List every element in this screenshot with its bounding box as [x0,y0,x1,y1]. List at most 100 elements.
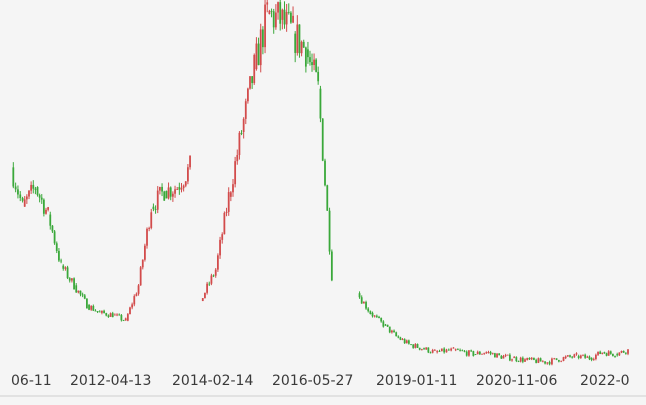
candle-body [569,355,571,357]
candle-body [321,118,324,161]
x-tick-label: 06-11 [11,373,52,389]
candle-body [240,132,243,134]
candle-body [447,349,450,351]
candle-body [533,357,535,360]
candle-body [247,88,249,102]
candle-body [103,310,105,314]
candle-body [77,290,80,293]
candle-body [229,192,232,197]
candle-body [90,305,93,310]
candle-body [586,356,589,358]
candle-body [40,197,43,200]
candle-body [182,185,185,189]
x-axis-tick-labels: 06-11 2012-04-13 2014-02-14 2016-05-27 2019-… [11,373,630,389]
candle-body [410,344,412,346]
candle-body [294,33,297,53]
candle-body [566,355,569,357]
candle-body [219,239,221,256]
candle-body [465,351,468,356]
candle-body [607,351,610,356]
candle-body [577,356,580,358]
candle-body [154,209,157,210]
candle-body [12,167,15,187]
candle-body [223,212,226,235]
candle-body [461,350,464,352]
candle-body [285,11,288,25]
candle-body [152,206,155,210]
candle-body [216,255,219,270]
candle-body [47,207,50,210]
candle-body [595,354,597,359]
candle-body [281,9,284,20]
candle-body [317,71,320,82]
candle-body [537,358,540,363]
candle-body [472,351,475,356]
candle-body [206,283,208,293]
candle-body [38,195,41,198]
candle-body [58,250,60,261]
candle-body [500,356,503,359]
candle-body [418,347,421,350]
candle-body [519,357,522,362]
candle-body [304,47,307,67]
candle-body [236,155,239,162]
price-candles [12,0,629,366]
candle-body [184,181,187,186]
candle-body [159,186,161,191]
candle-body [373,315,376,317]
candle-body [21,197,24,201]
candle-body [234,161,237,185]
candle-body [429,352,432,354]
candle-body [504,355,507,357]
candle-body [144,245,146,260]
candle-body [139,267,142,286]
candle-body [575,353,578,355]
candle-body [468,350,470,356]
candle-body [393,330,395,333]
candle-body [423,348,425,350]
candle-body [401,339,404,340]
candle-body [189,155,191,168]
candle-body [450,348,453,351]
candle-body [79,290,82,295]
candle-body [539,358,542,362]
candle-body [118,314,121,316]
candle-body [137,285,140,294]
candle-body [120,315,123,321]
candle-body [210,275,213,284]
candle-body [454,349,457,351]
candle-body [521,357,524,362]
candle-body [412,344,415,348]
x-tick-label: 2012-04-13 [70,373,151,389]
candle-body [362,301,365,304]
candle-body [476,351,479,355]
candle-body [225,211,228,213]
candle-body [165,190,168,199]
candle-body [315,59,318,72]
candle-body [311,62,313,66]
candle-body [508,354,511,361]
candle-body [171,193,174,197]
candle-body [107,315,110,317]
candle-body [582,354,584,356]
candle-body [249,76,251,89]
candle-body [360,297,363,304]
candle-body [255,43,258,70]
candle-body [14,186,17,190]
candle-body [403,339,406,344]
candle-body [30,184,33,191]
candle-body [238,132,241,156]
candle-body [614,355,616,357]
candle-body [474,354,477,355]
candle-body [571,356,574,358]
candle-body [395,332,398,337]
candle-body [609,351,612,354]
candle-body [463,350,466,352]
candle-body [330,251,333,281]
candle-body [64,267,67,269]
candle-body [302,41,305,48]
candle-body [541,361,544,363]
candle-body [242,118,245,132]
x-tick-label: 2022-0 [580,373,630,389]
candle-body [584,354,587,358]
